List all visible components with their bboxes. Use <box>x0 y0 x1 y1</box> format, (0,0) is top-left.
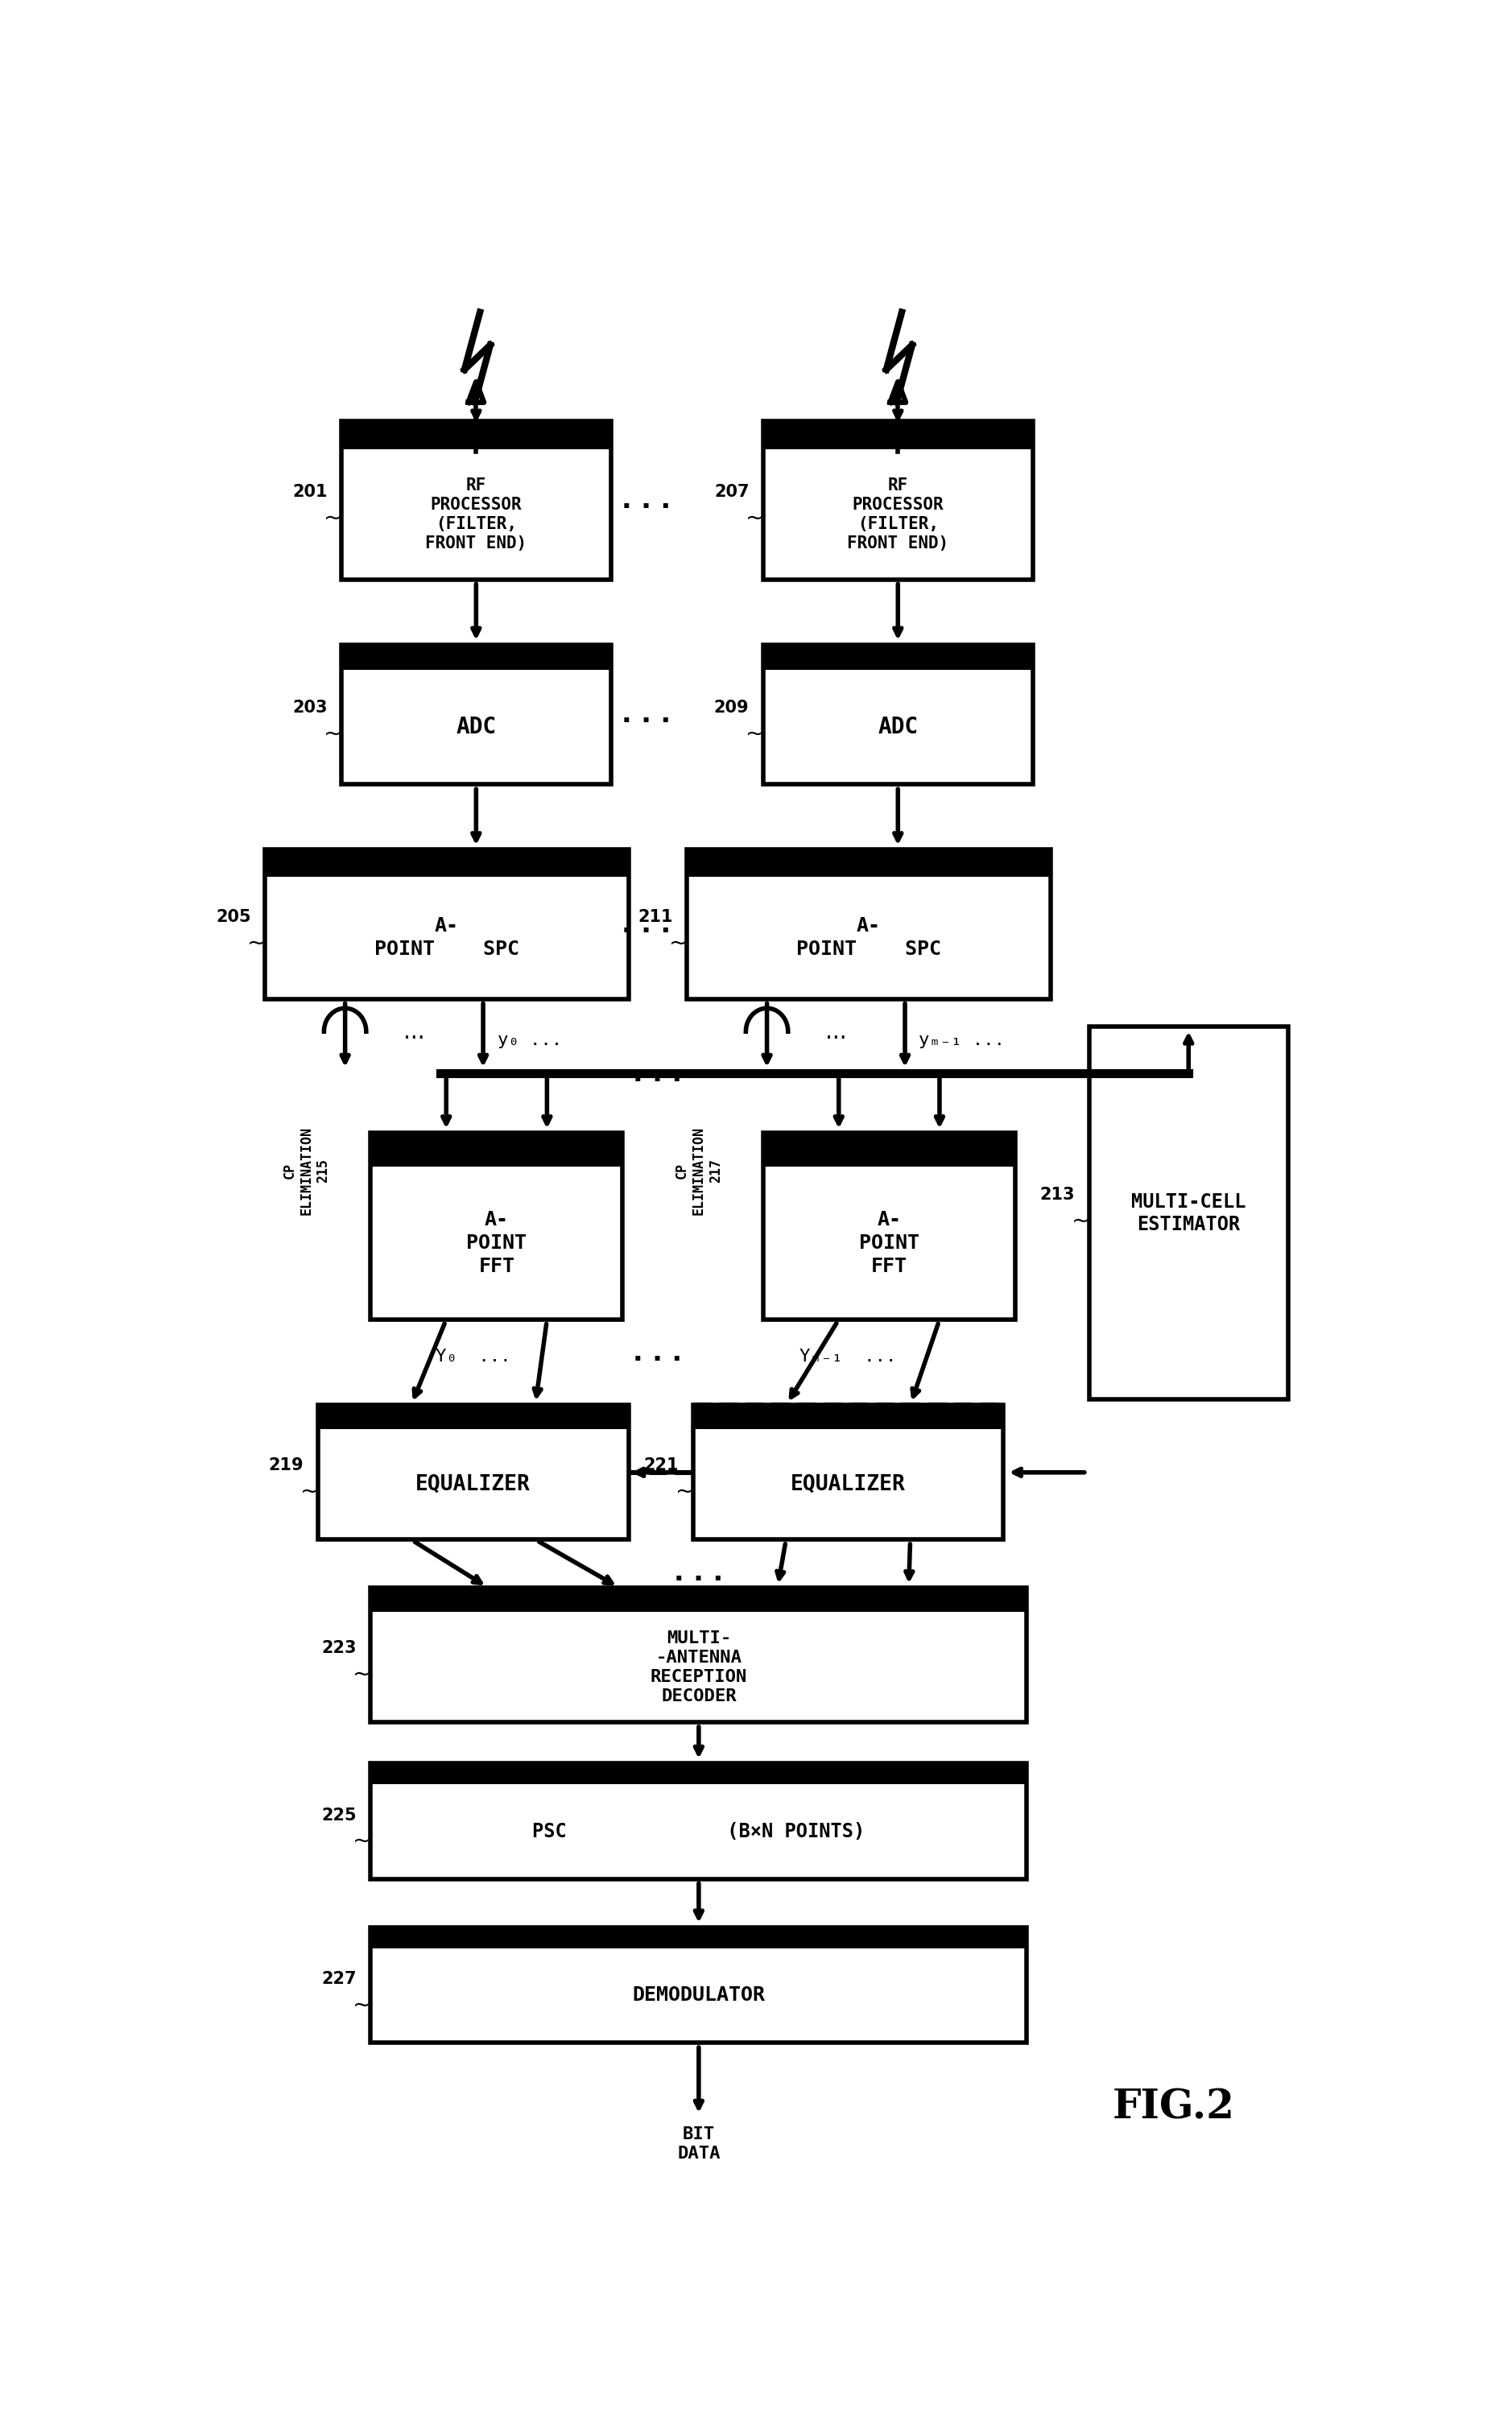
Bar <box>265 850 629 876</box>
Text: ~: ~ <box>670 932 688 954</box>
Text: A-
POINT    SPC: A- POINT SPC <box>375 918 519 959</box>
Text: CP
ELIMINATION
217: CP ELIMINATION 217 <box>674 1126 723 1215</box>
Text: A-
POINT
FFT: A- POINT FFT <box>859 1210 919 1276</box>
Text: ~: ~ <box>301 1482 319 1503</box>
Text: 201: 201 <box>292 484 327 501</box>
Text: 227: 227 <box>322 1971 357 1988</box>
Text: ~: ~ <box>324 506 343 530</box>
Text: . . .: . . . <box>674 1559 723 1586</box>
Bar <box>370 1927 1027 2043</box>
Text: 211: 211 <box>638 908 673 925</box>
Text: 207: 207 <box>714 484 748 501</box>
Text: Yₘ₋₁  ...: Yₘ₋₁ ... <box>800 1348 897 1365</box>
Bar <box>370 1762 1027 1879</box>
Text: DEMODULATOR: DEMODULATOR <box>632 1985 765 2005</box>
Text: 209: 209 <box>714 700 748 717</box>
Text: 205: 205 <box>216 908 251 925</box>
Text: 203: 203 <box>292 700 327 717</box>
Text: ~: ~ <box>352 1663 372 1685</box>
Text: yₘ₋₁ ...: yₘ₋₁ ... <box>919 1031 1005 1048</box>
Text: . . .: . . . <box>634 1339 682 1365</box>
Bar <box>686 850 1051 876</box>
Text: PSC              (B×N POINTS): PSC (B×N POINTS) <box>532 1821 865 1840</box>
Text: 225: 225 <box>322 1806 357 1823</box>
Bar <box>342 421 611 450</box>
Bar <box>370 1588 1027 1721</box>
Text: A-
POINT
FFT: A- POINT FFT <box>466 1210 526 1276</box>
Bar <box>764 644 1033 671</box>
Text: ~: ~ <box>1072 1210 1090 1232</box>
Bar <box>370 1133 623 1167</box>
Text: RF
PROCESSOR
(FILTER,
FRONT END): RF PROCESSOR (FILTER, FRONT END) <box>425 477 526 552</box>
Text: ~: ~ <box>352 1995 372 2017</box>
Text: 223: 223 <box>322 1641 357 1656</box>
Bar <box>342 421 611 579</box>
Text: EQUALIZER: EQUALIZER <box>416 1474 531 1494</box>
Text: ~: ~ <box>676 1482 694 1503</box>
Text: FIG.2: FIG.2 <box>1113 2089 1234 2128</box>
Text: A-
POINT    SPC: A- POINT SPC <box>797 918 940 959</box>
Text: ~: ~ <box>324 721 343 746</box>
Bar <box>1089 1027 1288 1399</box>
Text: MULTI-CELL
ESTIMATOR: MULTI-CELL ESTIMATOR <box>1131 1191 1246 1235</box>
Text: 221: 221 <box>644 1457 679 1474</box>
Text: ~: ~ <box>745 506 765 530</box>
Bar <box>764 421 1033 579</box>
Text: . . .: . . . <box>621 910 671 937</box>
Text: BIT
DATA: BIT DATA <box>677 2126 720 2162</box>
Text: Y₀  ...: Y₀ ... <box>435 1348 511 1365</box>
Text: ADC: ADC <box>877 717 918 738</box>
Text: RF
PROCESSOR
(FILTER,
FRONT END): RF PROCESSOR (FILTER, FRONT END) <box>847 477 948 552</box>
Text: . . .: . . . <box>621 702 671 729</box>
Text: ~: ~ <box>352 1830 372 1852</box>
Text: CP
ELIMINATION
215: CP ELIMINATION 215 <box>283 1126 330 1215</box>
Bar <box>342 644 611 784</box>
Bar <box>686 850 1051 1000</box>
Bar <box>370 1588 1027 1612</box>
Bar <box>370 1133 623 1319</box>
Bar <box>692 1404 1004 1428</box>
Text: MULTI-
-ANTENNA
RECEPTION
DECODER: MULTI- -ANTENNA RECEPTION DECODER <box>650 1629 747 1704</box>
Bar <box>764 1133 1015 1319</box>
Text: 213: 213 <box>1040 1186 1075 1203</box>
Bar <box>764 644 1033 784</box>
Text: ...: ... <box>404 1022 425 1043</box>
Bar <box>764 1133 1015 1167</box>
Text: . . .: . . . <box>621 487 671 513</box>
Bar <box>318 1404 629 1428</box>
Bar <box>318 1404 629 1540</box>
Text: ~: ~ <box>248 932 266 954</box>
Bar <box>370 1762 1027 1784</box>
Text: EQUALIZER: EQUALIZER <box>791 1474 906 1494</box>
Bar <box>342 644 611 671</box>
Bar <box>265 850 629 1000</box>
Text: ~: ~ <box>745 721 765 746</box>
Bar <box>764 421 1033 450</box>
Text: . . .: . . . <box>634 1060 682 1087</box>
Bar <box>370 1927 1027 1949</box>
Text: ADC: ADC <box>455 717 496 738</box>
Text: 219: 219 <box>269 1457 304 1474</box>
Text: y₀ ...: y₀ ... <box>497 1031 562 1048</box>
Bar <box>692 1404 1004 1540</box>
Text: ...: ... <box>826 1022 847 1043</box>
